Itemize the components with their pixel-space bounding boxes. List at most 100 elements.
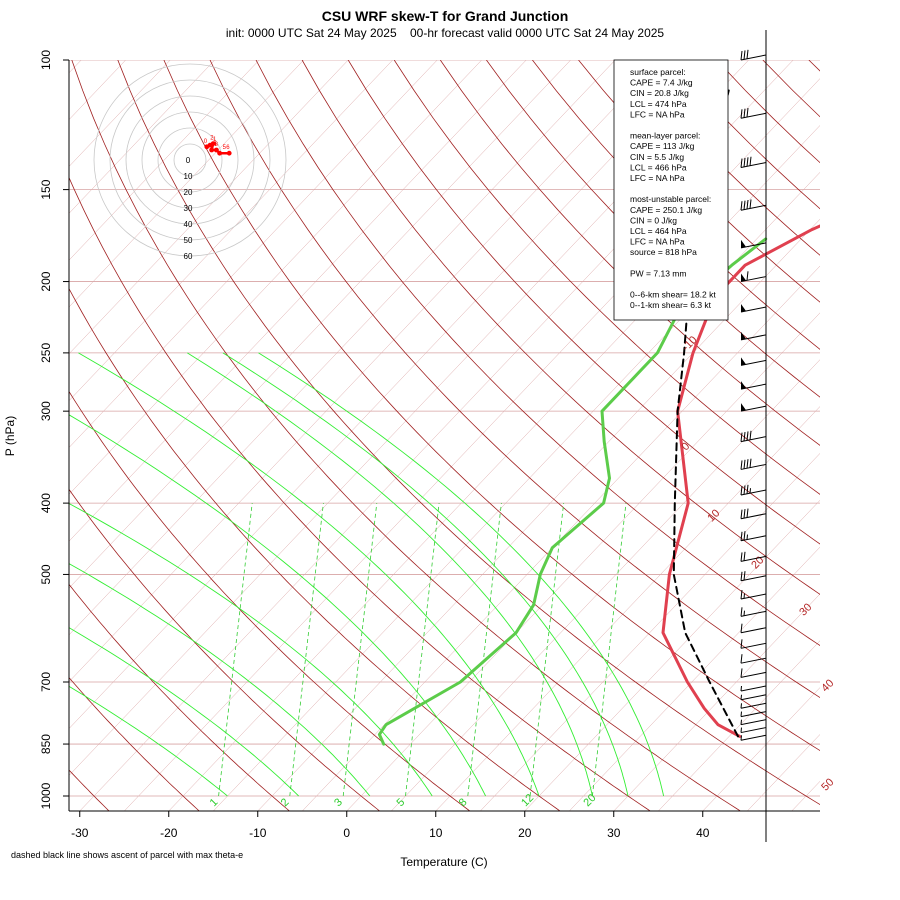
mixing-ratio-line [342,503,378,797]
wind-barb [740,551,767,562]
isotherm-label: -10 [680,334,700,354]
barb-staff [740,463,767,470]
barb-half [749,488,751,494]
dry-adiabat [69,583,291,811]
skew-reference-line [69,60,616,636]
info-line: LFC = NA hPa [630,173,685,183]
info-line: LFC = NA hPa [630,237,685,247]
wind-barb [740,734,767,741]
barb-pennant [741,357,746,366]
dry-adiabat [209,60,820,699]
wind-barb [740,719,767,726]
skew-reference-line [747,734,820,811]
barb-full [749,156,752,166]
dry-adiabat [117,60,820,806]
barb-full [740,623,743,633]
barb-half [746,534,748,540]
hodograph-ring-label: 50 [184,236,193,245]
barb-full [740,668,743,678]
hodograph-point-label: 2 [210,136,214,142]
barb-pennant [741,403,746,412]
wind-barb [740,156,767,169]
moist-adiabat [187,352,593,797]
barb-staff [740,162,767,169]
barb-full [740,432,743,442]
barb-staff [740,711,767,718]
skew-reference-line [69,60,660,683]
hodograph-ring [157,127,223,193]
y-axis-label: P (hPa) [3,416,17,456]
barb-half [740,694,742,700]
barb-pennant [741,273,746,282]
hodograph-point [217,150,223,156]
barb-pennant [741,239,746,248]
barb-full [740,50,743,61]
x-axis-ticks: -30 -20 -10 0 10 20 30 40 [71,811,710,840]
barb-full [740,460,743,470]
hodograph-point-label: 0 [204,139,208,145]
dry-adiabat [762,60,820,118]
barb-staff [740,489,767,496]
barb-staff [740,702,767,709]
hodograph-ring [173,143,207,177]
barb-full [743,531,746,541]
barb-full [740,201,743,211]
wind-barb [740,668,767,678]
skew-reference-line [881,60,900,811]
wind-barb [740,357,767,366]
mixing-ratio-label: 1 [208,796,221,809]
x-tick-label: 0 [343,826,350,840]
dry-adiabat [163,60,820,752]
info-line: CIN = 5.5 J/kg [630,152,684,162]
footnote: dashed black line shows ascent of parcel… [11,850,243,860]
barb-full [743,571,746,581]
x-tick-label: -30 [71,826,89,840]
moist-adiabat [69,502,433,797]
barb-half [740,735,742,741]
barb-full [743,509,746,519]
hodograph-point [210,141,216,147]
barb-staff [740,610,767,617]
wind-barb [740,304,767,313]
info-line: LCL = 466 hPa [630,162,687,172]
wind-barb [740,484,767,496]
skew-reference-line [69,60,438,448]
dry-adiabat [486,60,820,398]
barb-pennant [741,304,746,313]
moist-adiabat [78,352,540,797]
hodograph-ring [125,95,255,225]
isotherm-label: 50 [819,776,836,793]
info-line: PW = 7.13 mm [630,268,686,278]
skew-reference-line [791,780,820,811]
wind-barb [740,381,767,390]
barb-half [740,711,742,717]
barb-staff [740,593,767,600]
hodograph-point [209,147,215,153]
hodograph-point-label: 5 [223,145,227,151]
barb-full [746,431,749,441]
skew-reference-line [836,60,900,811]
barb-staff [740,719,767,726]
x-tick-label: -20 [160,826,178,840]
barb-full [746,271,749,281]
barb-staff [740,627,767,634]
barb-full [749,458,752,468]
moist-adiabat [258,352,665,797]
barb-full [743,459,746,469]
barb-full [746,199,749,210]
info-line: CIN = 20.8 J/kg [630,88,689,98]
x-axis-label: Temperature (C) [400,855,487,869]
hodograph-point-label: 4 [213,142,217,148]
skew-reference-line [524,499,820,811]
wind-barb [740,508,767,520]
dry-adiabat [301,60,820,595]
barb-full [743,485,746,495]
moist-adiabat [69,627,300,797]
skew-reference-line [69,60,126,121]
barb-full [746,157,749,167]
barb-full [743,108,746,118]
hodograph-ring [141,111,239,209]
y-tick-label: 400 [39,493,53,513]
